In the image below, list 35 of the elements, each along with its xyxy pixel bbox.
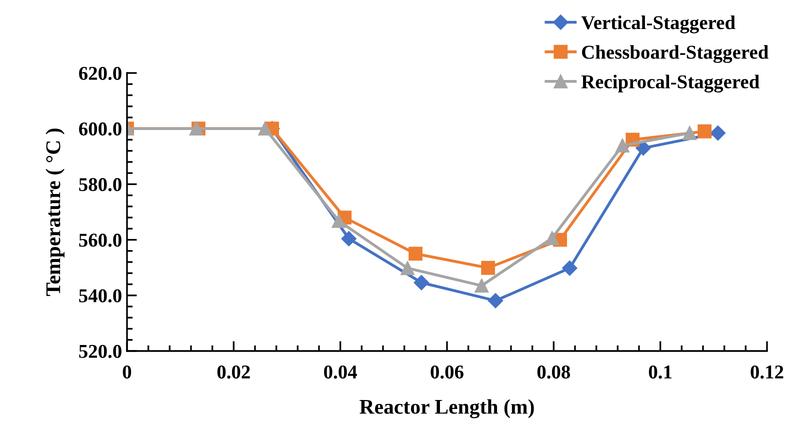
- y-tick-label: 580.0: [79, 178, 122, 192]
- point: [616, 138, 630, 153]
- y-axis-title: Temperature ( °C ): [46, 128, 64, 296]
- x-tick-label: 0.12: [750, 365, 784, 379]
- y-tick-label: 600.0: [79, 122, 122, 136]
- legend-label: Chessboard-Staggered: [582, 45, 768, 63]
- point: [341, 231, 356, 246]
- point: [682, 126, 697, 140]
- y-tick-label: 520.0: [79, 344, 122, 358]
- x-tick-label: 0.1: [648, 365, 672, 379]
- y-tick-label: 560.0: [79, 234, 122, 247]
- point: [545, 231, 560, 246]
- point: [562, 260, 578, 276]
- legend-label: Reciprocal-Staggered: [581, 74, 760, 92]
- legend-label: Vertical-Staggered: [581, 16, 736, 34]
- point: [258, 122, 272, 136]
- point: [400, 261, 414, 276]
- x-tick-label: 0.04: [324, 365, 357, 379]
- y-tick-label: 540.0: [79, 289, 122, 302]
- point: [189, 122, 204, 136]
- point: [474, 278, 489, 293]
- point: [636, 140, 651, 156]
- point: [332, 214, 346, 228]
- point: [481, 260, 496, 275]
- point: [408, 246, 422, 261]
- x-tick-label: 0.06: [430, 365, 464, 379]
- x-tick-label: 0.08: [537, 365, 570, 379]
- x-axis-title: Reactor Length (m): [360, 399, 534, 418]
- point: [488, 293, 504, 308]
- point: [698, 124, 712, 138]
- point: [414, 275, 429, 290]
- point: [710, 125, 726, 141]
- y-tick-label: 620.0: [79, 66, 122, 80]
- x-tick-label: 0: [122, 365, 132, 379]
- x-tick-label: 0.02: [217, 365, 250, 379]
